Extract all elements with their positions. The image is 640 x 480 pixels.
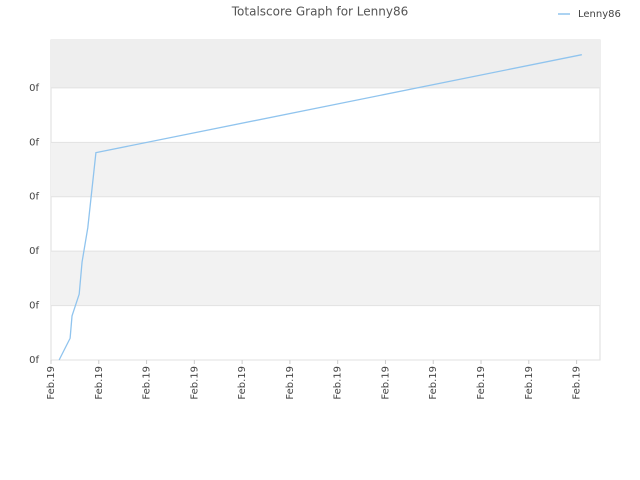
x-tick-label: Feb.19	[428, 366, 439, 400]
y-tick-label: 0f	[29, 83, 39, 94]
x-tick-label: Feb.19	[333, 366, 344, 400]
y-tick-label: 0f	[29, 355, 39, 366]
x-tick-label: Feb.19	[572, 366, 583, 400]
chart-title: Totalscore Graph for Lenny86	[231, 5, 408, 19]
x-tick-label: Feb.19	[285, 366, 296, 400]
x-tick-label: Feb.19	[380, 366, 391, 400]
y-tick-label: 0f	[29, 301, 39, 312]
series-line	[58, 54, 582, 361]
x-tick-label: Feb.19	[142, 366, 153, 400]
grid-band	[51, 251, 600, 306]
y-tick-label: 0f	[29, 246, 39, 257]
legend-label: Lenny86	[578, 9, 621, 20]
plot-area	[50, 39, 601, 361]
y-tick-label: 0f	[29, 192, 39, 203]
x-tick-label: Feb.19	[189, 366, 200, 400]
grid-band	[51, 142, 600, 197]
x-tick-label: Feb.19	[237, 366, 248, 400]
x-tick-label: Feb.19	[46, 366, 57, 400]
x-tick-label: Feb.19	[94, 366, 105, 400]
x-tick-label: Feb.19	[524, 366, 535, 400]
grid-band	[51, 40, 600, 88]
y-tick-label: 0f	[29, 137, 39, 148]
x-tick-label: Feb.19	[476, 366, 487, 400]
